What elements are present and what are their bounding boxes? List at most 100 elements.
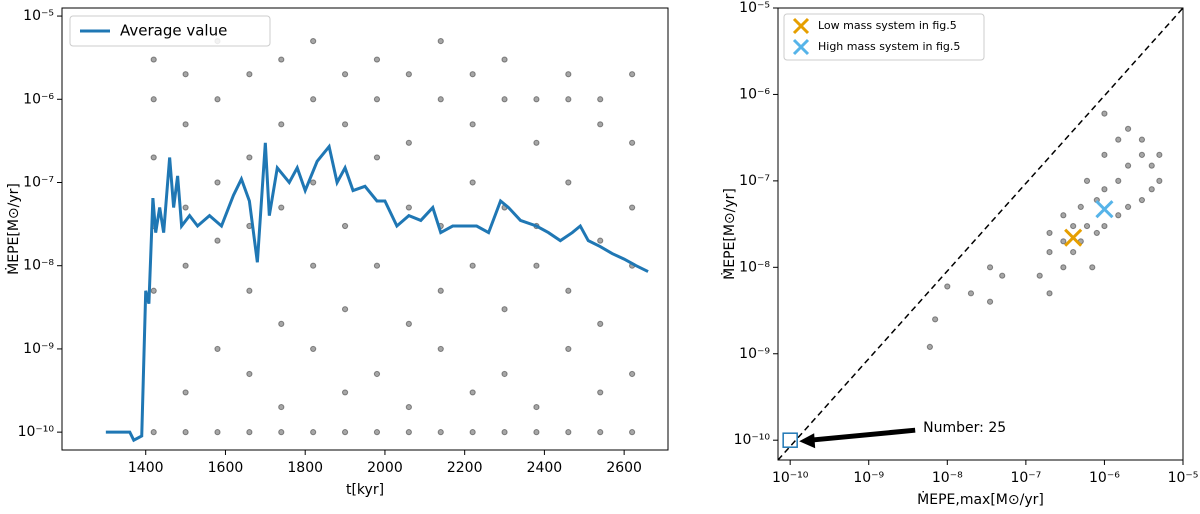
- x-tick-label: 10⁻⁷: [1010, 470, 1041, 486]
- legend-label: High mass system in fig.5: [818, 40, 960, 53]
- scatter-point: [565, 429, 572, 436]
- x-tick-label: 10⁻¹⁰: [772, 470, 809, 486]
- scatter-point: [246, 287, 253, 294]
- scatter-point: [565, 96, 572, 103]
- scatter-point: [1138, 151, 1146, 158]
- x-axis-label: t[kyr]: [346, 482, 384, 498]
- legend-label: Average value: [120, 22, 227, 40]
- scatter-point: [182, 429, 189, 436]
- scatter-point: [1156, 151, 1163, 158]
- scatter-point: [1138, 196, 1146, 204]
- scatter-point: [1083, 177, 1091, 184]
- scatter-point: [246, 370, 253, 378]
- plot-area: [105, 38, 649, 443]
- scatter-point: [1046, 290, 1053, 297]
- scatter-point: [501, 370, 508, 378]
- scatter-point: [1101, 186, 1108, 193]
- plot-area: [778, 8, 1183, 460]
- x-tick-label: 2600: [606, 460, 642, 476]
- scatter-point: [341, 306, 349, 313]
- scatter-point: [1101, 151, 1108, 158]
- scatter-point: [214, 345, 221, 353]
- scatter-point: [437, 38, 444, 45]
- scatter-point: [1115, 136, 1122, 143]
- scatter-point: [373, 370, 381, 378]
- scatter-point: [246, 429, 253, 436]
- scatter-point: [246, 71, 253, 78]
- scatter-point: [437, 96, 444, 103]
- scatter-point: [629, 370, 636, 378]
- scatter-point: [150, 287, 157, 294]
- x-tick-label: 10⁻⁶: [1089, 470, 1120, 486]
- scatter-point: [373, 154, 381, 161]
- legend-box: [783, 13, 985, 61]
- scatter-point: [278, 403, 285, 411]
- scatter-point: [501, 56, 508, 63]
- scatter-point: [182, 389, 189, 396]
- scatter-point: [1036, 272, 1043, 279]
- scatter-point: [246, 154, 253, 161]
- scatter-point: [999, 272, 1006, 279]
- legend-box: [69, 15, 271, 47]
- y-tick-label: 10⁻⁹: [739, 346, 770, 362]
- scatter-point: [214, 237, 221, 244]
- scatter-point: [310, 96, 317, 103]
- legend-label: Low mass system in fig.5: [818, 19, 957, 32]
- x-tick-label: 10⁻⁵: [1168, 470, 1199, 486]
- x-tick-label: 10⁻⁹: [853, 470, 884, 486]
- scatter-point: [1060, 264, 1067, 271]
- panel: 1400 1600 1800 2000 2200 2400 2600 10⁻¹⁰ 10⁻⁹ 10⁻…: [4, 7, 669, 498]
- scatter-point: [278, 320, 285, 327]
- y-tick-label: 10⁻⁷: [23, 174, 54, 190]
- scatter-point: [533, 96, 540, 103]
- x-tick-label: 2000: [367, 460, 403, 476]
- scatter-point: [1101, 222, 1108, 230]
- scatter-point: [278, 56, 285, 63]
- scatter-point: [405, 320, 412, 327]
- scatter-point: [469, 71, 476, 78]
- y-axis-label: ṀEPE[M⊙/yr]: [4, 183, 22, 275]
- scatter-point: [150, 96, 157, 103]
- y-tick-label: 10⁻⁹: [23, 341, 54, 357]
- y-tick-label: 10⁻¹⁰: [18, 424, 55, 440]
- scatter-point: [1148, 162, 1155, 169]
- y-tick-label: 10⁻⁶: [23, 91, 54, 107]
- scatter-point: [501, 96, 508, 103]
- scatter-point: [597, 96, 604, 103]
- scatter-point: [1093, 229, 1100, 237]
- identity-line: [778, 8, 1183, 460]
- scatter-point: [597, 237, 604, 244]
- scatter-point: [214, 96, 221, 103]
- scatter-point: [214, 179, 221, 186]
- x-tick-label: 2200: [447, 460, 483, 476]
- scatter-point: [469, 429, 476, 436]
- scatter-point: [1070, 222, 1077, 230]
- scatter-point: [533, 262, 540, 269]
- scatter-point: [629, 139, 636, 146]
- scatter-point: [1124, 203, 1132, 210]
- y-axis-label: Ṁ̄EPE[M⊙/yr]: [720, 188, 738, 280]
- scatter-point: [565, 179, 572, 186]
- scatter-point: [437, 287, 444, 294]
- scatter-point: [629, 204, 636, 211]
- scatter-point: [501, 429, 508, 436]
- scatter-point: [1077, 203, 1084, 210]
- scatter-point: [310, 179, 317, 186]
- scatter-point: [310, 262, 317, 269]
- scatter-point: [1115, 212, 1122, 219]
- scatter-point: [405, 139, 412, 146]
- scatter-point: [1138, 136, 1146, 143]
- scatter-point: [533, 429, 540, 436]
- scatter-point: [373, 429, 381, 436]
- scatter-point: [944, 283, 951, 290]
- scatter-point: [469, 262, 476, 269]
- scatter-point: [150, 429, 157, 436]
- scatter-point: [1101, 110, 1108, 117]
- scatter-point: [469, 121, 476, 128]
- scatter-point: [373, 56, 381, 63]
- scatter-point: [501, 306, 508, 313]
- scatter-point: [1046, 248, 1053, 256]
- scatter-point: [986, 264, 994, 271]
- axes-frame: [777, 7, 1184, 461]
